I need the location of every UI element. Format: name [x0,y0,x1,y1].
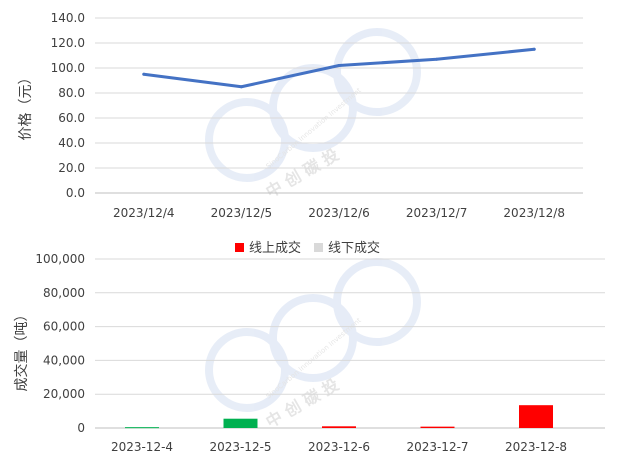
line-chart-x-tick-label: 2023/12/4 [113,206,175,220]
line-chart-x-tick-label: 2023/12/8 [503,206,565,220]
line-chart-x-tick-label: 2023/12/7 [406,206,468,220]
line-chart-y-tick-label: 140.0 [51,11,85,25]
line-chart-y-tick-label: 20.0 [58,161,85,175]
bar-chart-y-tick-label: 100,000 [35,252,85,266]
bar-chart-y-axis-title: 成交量（吨） [13,308,30,392]
bar-chart-bar [322,426,356,428]
line-chart-y-tick-label: 60.0 [58,111,85,125]
line-chart-y-tick-label: 0.0 [66,186,85,200]
bar-chart-x-tick-label: 2023-12-8 [505,440,567,454]
line-chart-x-tick-label: 2023/12/6 [308,206,370,220]
bar-chart-y-tick-label: 20,000 [43,387,85,401]
line-chart-data-point [435,57,439,61]
line-chart-y-tick-label: 120.0 [51,36,85,50]
bar-chart-x-tick-label: 2023-12-4 [111,440,173,454]
line-chart-data-point [337,64,341,67]
watermark-ring [269,294,357,382]
legend-label-2: 线下成交 [328,240,380,256]
line-chart-y-axis-title: 价格（元） [18,71,34,141]
bar-chart-bar [519,405,553,428]
line-chart-y-tick-label: 100.0 [51,61,85,75]
legend-swatch-1 [235,243,244,252]
watermark-ring [333,28,421,116]
bar-chart-y-tick-label: 40,000 [43,353,85,367]
legend-label-1: 线上成交 [249,240,301,256]
bar-chart-x-tick-label: 2023-12-7 [406,440,468,454]
bar-chart-bar [125,427,159,429]
legend-swatch-2 [314,243,323,252]
bar-chart-y-tick-label: 60,000 [43,320,85,334]
watermark-ring [333,258,421,346]
bar-chart-x-tick-label: 2023-12-6 [308,440,370,454]
bar-chart-y-tick-label: 0 [77,421,85,435]
watermark-text: 中 创 碳 投 [263,375,342,432]
bar-chart-bar [223,418,258,428]
line-chart-y-tick-label: 40.0 [58,136,85,150]
watermark-ring [205,328,289,412]
bar-chart-y-tick-label: 80,000 [43,286,85,300]
line-chart-data-point [532,47,536,51]
line-chart-data-point [142,72,146,76]
watermark-ring [205,98,289,182]
bar-chart-bar [420,426,455,428]
line-chart-y-tick-label: 80.0 [58,86,85,100]
line-chart-data-point [239,85,243,89]
bar-chart-x-tick-label: 2023-12-5 [209,440,271,454]
line-chart-x-tick-label: 2023/12/5 [211,206,273,220]
